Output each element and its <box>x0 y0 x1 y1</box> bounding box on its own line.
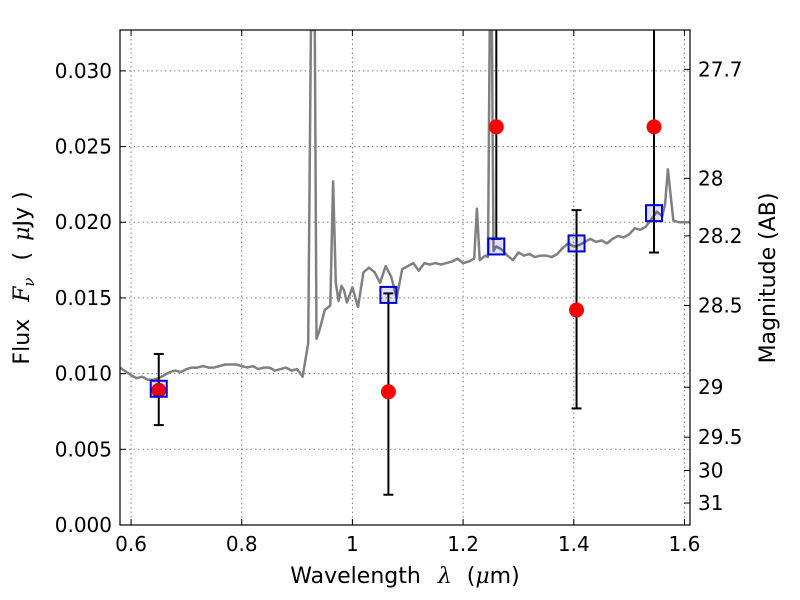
y2-tick-label: 30 <box>698 459 723 483</box>
y-axis-title: Flux Fν ( μJy ) <box>10 191 40 364</box>
observed-point <box>488 119 504 135</box>
model-points <box>149 204 664 398</box>
y-tick-label: 0.020 <box>55 210 112 234</box>
observed-points <box>151 119 662 400</box>
y-tick-label: 0.030 <box>55 59 112 83</box>
y-axis-title-unit-rest: Jy ) <box>10 191 35 228</box>
y2-tick-label: 29 <box>698 375 723 399</box>
y-tick-label: 0.010 <box>55 362 112 386</box>
y2-tick-label: 28 <box>698 166 723 190</box>
spectrum-series <box>120 30 690 381</box>
observed-point <box>569 302 585 318</box>
y-axis-title-unit-open: ( <box>10 252 35 261</box>
x-tick-label: 0.6 <box>115 532 147 556</box>
x-tick-label: 1.4 <box>558 532 590 556</box>
grid <box>120 30 690 526</box>
x-axis-title-symbol: λ <box>437 564 452 589</box>
y-axis-title-unit-mu: μ <box>10 227 35 241</box>
plot-frame <box>119 29 691 526</box>
observed-point <box>646 119 662 135</box>
y2-tick-label: 27.7 <box>698 57 743 81</box>
y-tick-label: 0.005 <box>55 437 112 461</box>
x-tick-label: 1.2 <box>447 532 479 556</box>
y2-tick-label: 29.5 <box>698 425 743 449</box>
model-point <box>645 204 664 223</box>
x-tick-label: 1.6 <box>669 532 701 556</box>
x-axis-title-unit-mu: μ <box>475 564 489 589</box>
spectrum-line <box>120 30 690 381</box>
axis-ticks: 0.6 0.8 1 1.2 1.4 1.6 0.000 0.005 0.010 0.015 0.02… <box>55 30 743 556</box>
x-axis-title-prefix: Wavelength <box>290 564 421 589</box>
y2-tick-label: 28.5 <box>698 294 743 318</box>
y-axis-title-symbol: F <box>10 286 35 303</box>
x-tick-label: 1 <box>346 532 359 556</box>
model-point <box>149 379 168 398</box>
model-point <box>379 285 398 304</box>
y-tick-label: 0.025 <box>55 135 112 159</box>
x-axis-title-unit-rest: m) <box>490 564 520 589</box>
error-bar <box>649 30 660 254</box>
observed-point <box>151 382 167 398</box>
y2-tick-label: 28.2 <box>698 224 743 248</box>
x-tick-label: 0.8 <box>226 532 258 556</box>
model-point <box>567 234 586 253</box>
y-axis-title-subscript: ν <box>20 277 38 286</box>
y2-axis-title: Magnitude (AB) <box>756 193 781 364</box>
y-tick-label: 0.015 <box>55 286 112 310</box>
model-point <box>487 237 506 256</box>
y-tick-label: 0.000 <box>55 513 112 537</box>
x-axis-title-unit-open: ( <box>467 564 476 589</box>
y-axis-title-prefix: Flux <box>10 319 35 365</box>
y2-tick-label: 31 <box>698 491 723 515</box>
x-axis-title: Wavelength λ (μm) <box>290 564 519 589</box>
error-bars <box>153 30 660 496</box>
observed-point <box>380 384 396 400</box>
